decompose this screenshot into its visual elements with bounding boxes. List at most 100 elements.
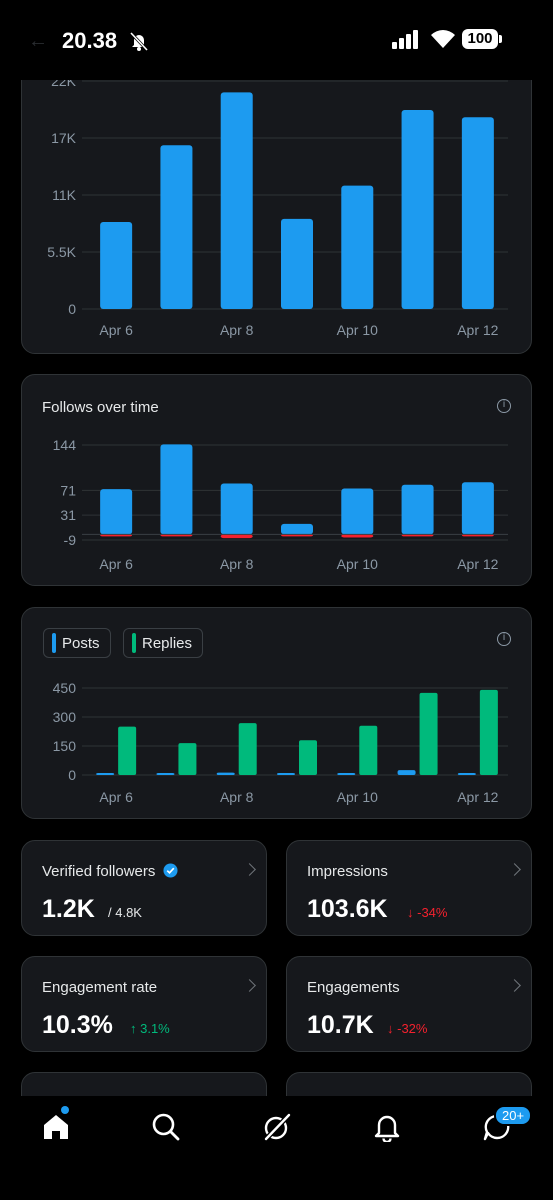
bar-posts bbox=[397, 770, 416, 775]
bar-unfollows bbox=[220, 534, 253, 539]
bar-follows bbox=[160, 444, 193, 535]
bar-posts bbox=[457, 773, 476, 775]
x-tick-label: Apr 12 bbox=[457, 322, 498, 338]
bar-follows bbox=[461, 482, 494, 535]
x-tick-label: Apr 12 bbox=[457, 789, 498, 805]
bar-posts bbox=[337, 773, 356, 775]
x-tick-label: Apr 10 bbox=[337, 789, 378, 805]
messages-badge: 20+ bbox=[494, 1105, 533, 1126]
bar-posts bbox=[96, 773, 115, 775]
bottom-nav bbox=[0, 1096, 553, 1200]
back-arrow-icon[interactable]: ← bbox=[28, 30, 48, 52]
legend-replies[interactable]: Replies bbox=[123, 628, 204, 658]
bar-follows bbox=[220, 483, 253, 535]
engagements-label: Engagements bbox=[307, 979, 400, 996]
bar-value bbox=[160, 145, 193, 309]
bar-replies bbox=[359, 725, 378, 775]
legend-replies-label: Replies bbox=[142, 634, 193, 652]
impressions-card[interactable]: Impressions 103.6K ↓ -34% bbox=[286, 840, 532, 936]
follows-chart: -9 31 71 144 Apr 6 Apr 8 Apr 10 Apr 12 bbox=[53, 437, 508, 572]
posts-swatch bbox=[52, 633, 56, 653]
chevron-right-icon bbox=[243, 863, 256, 876]
chevron-right-icon bbox=[243, 979, 256, 992]
chevron-right-icon bbox=[508, 979, 521, 992]
engagements-value: 10.7K bbox=[307, 1011, 374, 1039]
wifi-icon bbox=[431, 30, 455, 48]
engagement-rate-value: 10.3% bbox=[42, 1011, 113, 1039]
bar-posts bbox=[156, 773, 175, 775]
bell-off-icon bbox=[129, 31, 149, 52]
x-tick-label: Apr 12 bbox=[457, 556, 498, 572]
home-icon[interactable] bbox=[41, 1112, 71, 1142]
y-tick-label: 450 bbox=[53, 680, 77, 696]
x-tick-label: Apr 6 bbox=[99, 789, 133, 805]
bar-replies bbox=[118, 726, 137, 775]
bar-unfollows bbox=[341, 534, 374, 538]
follows-chart-card: Follows over time -9 31 71 144 Apr 6 Apr 8 Apr… bbox=[21, 374, 532, 586]
y-tick-label: 150 bbox=[53, 738, 77, 754]
cellular-signal-icon bbox=[392, 30, 418, 49]
verified-followers-card[interactable]: Verified followers 1.2K / 4.8K bbox=[21, 840, 267, 936]
bar-value bbox=[220, 92, 253, 310]
verified-badge-icon bbox=[163, 863, 178, 878]
home-notification-dot bbox=[61, 1106, 69, 1114]
status-time: 20.38 bbox=[62, 28, 118, 53]
bar-follows bbox=[341, 488, 374, 535]
bar-follows bbox=[281, 523, 313, 535]
engagements-change: ↓ -32% bbox=[387, 1021, 428, 1036]
engagement-rate-label: Engagement rate bbox=[42, 979, 158, 996]
bar-replies bbox=[238, 723, 257, 775]
notifications-icon[interactable] bbox=[372, 1112, 402, 1142]
posts-replies-chart-card: Posts Replies 0 150 300 450 Apr 6 Apr 8 Apr 10… bbox=[21, 607, 532, 819]
bar-value bbox=[100, 221, 133, 309]
grok-icon[interactable] bbox=[261, 1111, 293, 1143]
engagement-rate-change: ↑ 3.1% bbox=[130, 1021, 170, 1036]
posts-replies-chart: 0 150 300 450 Apr 6 Apr 8 Apr 10 Apr 12 bbox=[53, 680, 508, 805]
legend-posts[interactable]: Posts bbox=[43, 628, 111, 658]
info-icon[interactable] bbox=[497, 632, 511, 646]
y-tick-label: -9 bbox=[64, 532, 77, 548]
verified-followers-total: / 4.8K bbox=[108, 905, 142, 920]
x-tick-label: Apr 6 bbox=[99, 556, 133, 572]
impressions-change: ↓ -34% bbox=[407, 905, 448, 920]
bar-value bbox=[401, 110, 434, 309]
status-bar: ← 20.38 100 bbox=[0, 0, 553, 80]
y-tick-label: 11K bbox=[52, 187, 77, 203]
impressions-value: 103.6K bbox=[307, 895, 388, 923]
y-tick-label: 0 bbox=[68, 767, 76, 783]
verified-followers-value: 1.2K bbox=[42, 895, 95, 923]
engagement-rate-card[interactable]: Engagement rate 10.3% ↑ 3.1% bbox=[21, 956, 267, 1052]
impressions-chart-card: 0 5.5K 11K 17K 22K Apr 6 Apr 8 Apr 10 Apr 12 bbox=[21, 40, 532, 354]
bar-value bbox=[281, 218, 313, 309]
chevron-right-icon bbox=[508, 863, 521, 876]
search-icon[interactable] bbox=[151, 1112, 181, 1142]
impressions-label: Impressions bbox=[307, 863, 388, 880]
bar-replies bbox=[178, 743, 197, 775]
y-tick-label: 0 bbox=[68, 301, 76, 317]
battery-indicator: 100 bbox=[462, 29, 498, 49]
y-tick-label: 5.5K bbox=[47, 244, 76, 260]
y-tick-label: 17K bbox=[51, 130, 77, 146]
x-tick-label: Apr 8 bbox=[220, 789, 254, 805]
replies-swatch bbox=[132, 633, 136, 653]
y-tick-label: 71 bbox=[60, 482, 76, 498]
y-tick-label: 31 bbox=[60, 507, 76, 523]
info-icon[interactable] bbox=[497, 399, 511, 413]
bar-follows bbox=[401, 484, 434, 535]
x-tick-label: Apr 8 bbox=[220, 322, 254, 338]
x-tick-label: Apr 6 bbox=[99, 322, 133, 338]
bar-posts bbox=[216, 772, 235, 775]
x-tick-label: Apr 10 bbox=[337, 322, 378, 338]
bar-replies bbox=[299, 740, 317, 775]
bar-value bbox=[461, 117, 494, 309]
bar-value bbox=[341, 185, 374, 309]
legend-posts-label: Posts bbox=[62, 634, 100, 652]
engagements-card[interactable]: Engagements 10.7K ↓ -32% bbox=[286, 956, 532, 1052]
y-tick-label: 144 bbox=[53, 437, 77, 453]
x-tick-label: Apr 8 bbox=[220, 556, 254, 572]
verified-followers-label: Verified followers bbox=[42, 863, 178, 880]
bar-replies bbox=[419, 692, 438, 775]
bar-replies bbox=[479, 689, 498, 775]
bar-follows bbox=[100, 489, 133, 535]
